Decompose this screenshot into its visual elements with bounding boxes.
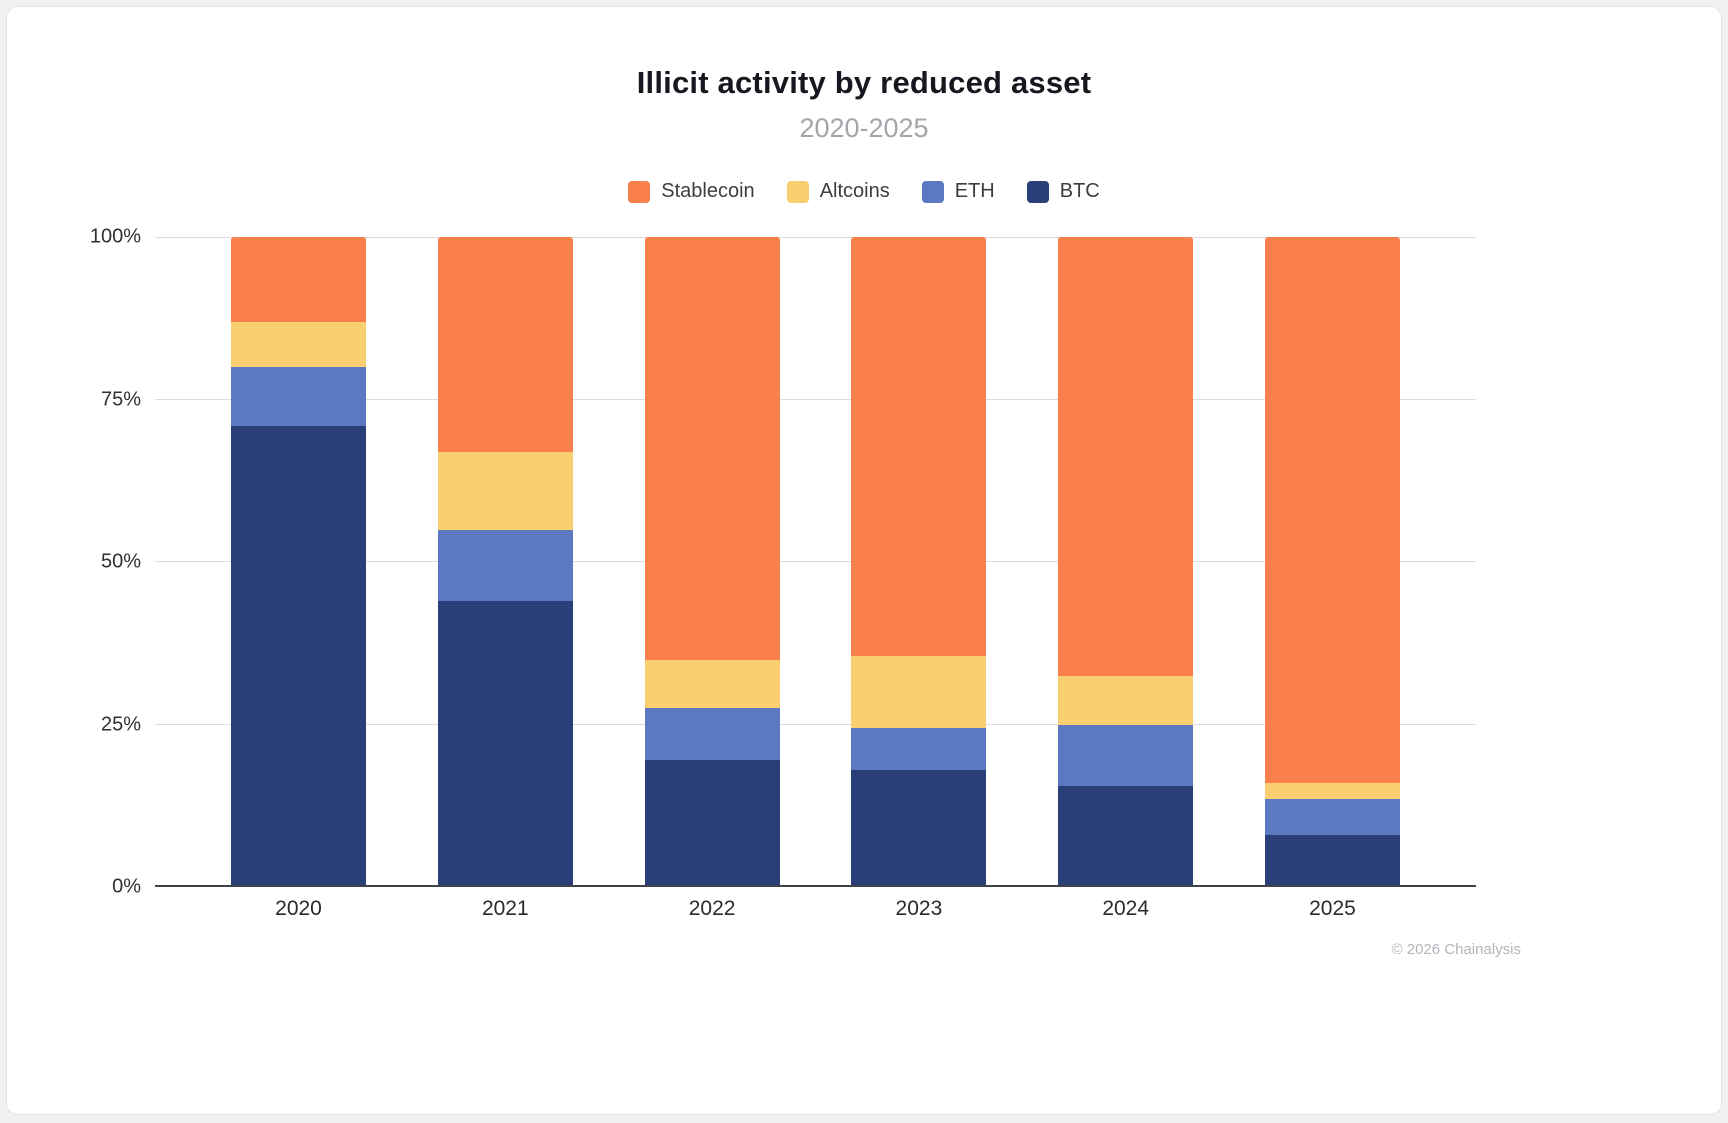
bar-segment-altcoins [644,659,780,709]
bar-segment-stablecoin [231,237,366,322]
copyright-attribution: © 2026 Chainalysis [1391,941,1521,958]
legend-swatch-btc [1026,180,1049,203]
bar-segment-eth [644,708,780,761]
bar-segment-btc [437,601,573,887]
bar-segment-altcoins [437,451,573,530]
legend-item-altcoins: Altcoins [786,180,890,203]
chart-card: Illicit activity by reduced asset 2020-2… [6,6,1722,1115]
bar-segment-eth [231,367,366,426]
x-tick-label: 2025 [1309,897,1356,920]
legend-item-eth: ETH [921,180,995,203]
bar-segment-eth [1264,799,1400,835]
legend-item-btc: BTC [1026,180,1100,203]
bar-segment-stablecoin [1058,237,1194,676]
legend-swatch-eth [921,180,944,203]
x-axis-line [155,885,1476,887]
legend-label: BTC [1059,180,1100,202]
bar-segment-stablecoin [1264,237,1400,783]
bar-segment-stablecoin [851,237,987,657]
bar-2025 [1264,237,1400,887]
legend: Stablecoin Altcoins ETH BTC [7,180,1721,203]
bar-segment-eth [851,727,987,770]
y-tick-label: 25% [100,713,141,735]
x-tick-label: 2024 [1102,897,1150,920]
legend-swatch-stablecoin [628,180,651,203]
y-tick-label: 50% [100,550,141,573]
bars-container [155,237,1476,887]
legend-swatch-altcoins [786,180,809,203]
bar-segment-stablecoin [644,237,780,660]
x-tick-label: 2020 [275,897,322,920]
bar-segment-btc [851,770,987,887]
bar-segment-altcoins [1058,675,1194,725]
chart-title: Illicit activity by reduced asset [636,65,1092,100]
gridline [155,561,1476,562]
gridline [155,723,1476,725]
legend-label: Stablecoin [661,180,755,202]
bar-2024 [1058,237,1194,887]
gridline [155,237,1476,238]
y-tick-label: 75% [100,388,141,410]
legend-item-stablecoin: Stablecoin [628,180,755,203]
y-tick-label: 0% [112,875,141,898]
bar-segment-altcoins [1264,783,1400,800]
x-tick-label: 2023 [895,897,943,920]
bar-segment-btc [644,760,780,887]
y-tick-label: 100% [89,225,141,248]
bar-2020 [231,237,366,887]
bar-segment-eth [437,529,573,601]
legend-label: Altcoins [819,180,890,202]
bar-segment-btc [1264,835,1400,887]
bar-segment-altcoins [231,321,366,367]
plot-area: 0% 25% 50% 75% 100% [90,226,1476,898]
bar-segment-eth [1058,724,1194,787]
x-axis: 2020 2021 2022 2023 2024 2025 [155,897,1476,921]
gridline [155,398,1476,400]
legend-label: ETH [954,180,995,202]
bar-segment-stablecoin [437,237,573,452]
bar-segment-btc [1058,786,1194,887]
bar-segment-altcoins [851,656,987,728]
x-tick-label: 2021 [481,897,529,920]
bar-segment-btc [231,425,366,887]
bar-2023 [851,237,987,887]
x-tick-label: 2022 [688,897,736,920]
chart-subtitle: 2020-2025 [799,113,929,143]
bar-2022 [644,237,780,887]
bar-2021 [437,237,573,887]
